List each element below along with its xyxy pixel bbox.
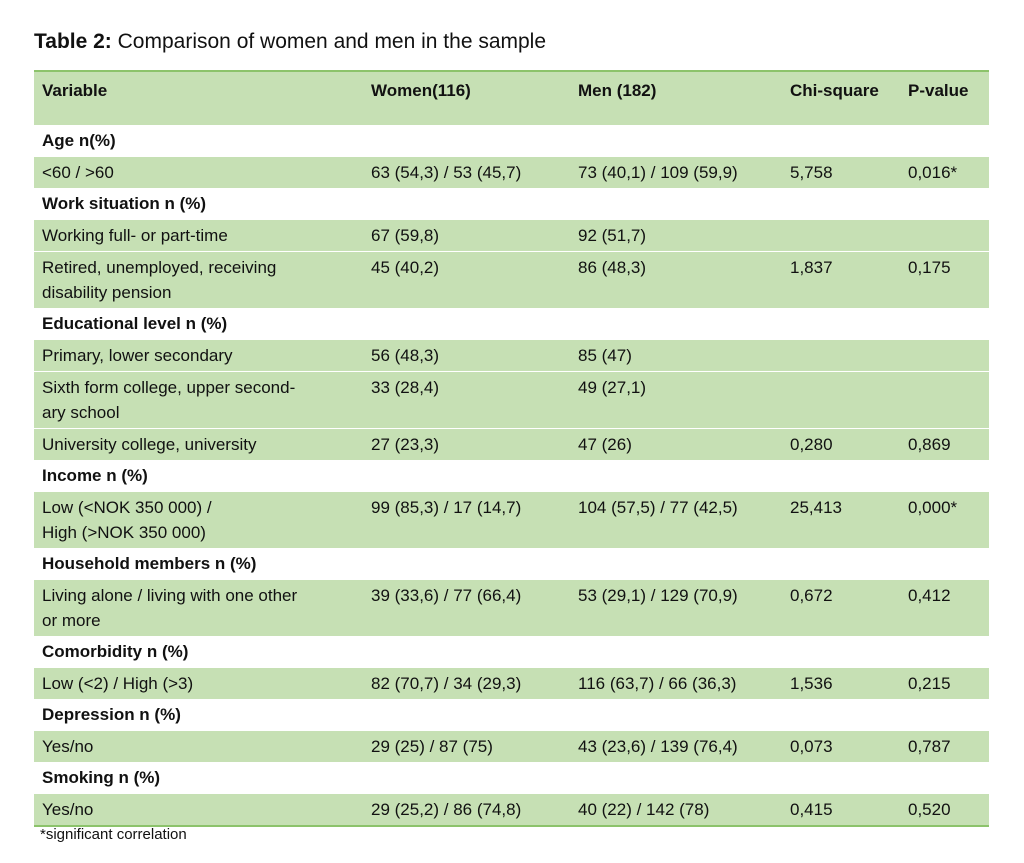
- header-cell: Variable: [34, 71, 363, 125]
- data-row: Sixth form college, upper second- ary sc…: [34, 371, 989, 429]
- cell: 27 (23,3): [363, 428, 570, 460]
- cell: Working full- or part-time: [34, 219, 363, 252]
- data-row: Yes/no 29 (25) / 87 (75) 43 (23,6) / 139 (…: [34, 730, 989, 762]
- cell: 104 (57,5) / 77 (42,5): [570, 491, 782, 548]
- cell: 63 (54,3) / 53 (45,7): [363, 156, 570, 188]
- data-row: Primary, lower secondary 56 (48,3) 85 (47): [34, 339, 989, 372]
- section-row: Educational level n (%): [34, 308, 989, 340]
- section-row: Work situation n (%): [34, 188, 989, 220]
- cell: 45 (40,2): [363, 251, 570, 308]
- section-cell: Income n (%): [34, 460, 989, 492]
- cell: Sixth form college, upper second- ary sc…: [34, 371, 363, 429]
- section-cell: Smoking n (%): [34, 762, 989, 794]
- cell: 92 (51,7): [570, 219, 782, 252]
- section-cell: Household members n (%): [34, 548, 989, 580]
- empty-cell: [782, 219, 900, 252]
- header-row: Variable Women(116) Men (182) Chi-square P-v…: [34, 71, 989, 125]
- footnote: *significant correlation: [40, 826, 187, 843]
- cell: 47 (26): [570, 428, 782, 460]
- data-row: Low (<NOK 350 000) / High (>NOK 350 000)…: [34, 491, 989, 548]
- cell: 0,175: [900, 251, 989, 308]
- data-row: <60 / >60 63 (54,3) / 53 (45,7) 73 (40,1) …: [34, 156, 989, 188]
- cell: 0,520: [900, 793, 989, 826]
- cell: 0,000*: [900, 491, 989, 548]
- cell: 29 (25) / 87 (75): [363, 730, 570, 762]
- cell: 67 (59,8): [363, 219, 570, 252]
- data-row: Retired, unemployed, receiving disabilit…: [34, 251, 989, 308]
- cell: 0,787: [900, 730, 989, 762]
- cell: 5,758: [782, 156, 900, 188]
- section-row: Age n(%): [34, 125, 989, 157]
- cell: 33 (28,4): [363, 371, 570, 429]
- cell: 1,536: [782, 667, 900, 699]
- cell: 116 (63,7) / 66 (36,3): [570, 667, 782, 699]
- cell: 0,073: [782, 730, 900, 762]
- cell: 1,837: [782, 251, 900, 308]
- cell: 86 (48,3): [570, 251, 782, 308]
- header-cell: Chi-square: [782, 71, 900, 125]
- cell: Primary, lower secondary: [34, 339, 363, 372]
- cell: <60 / >60: [34, 156, 363, 188]
- cell: Living alone / living with one other or …: [34, 579, 363, 636]
- title-label: Table 2:: [34, 30, 112, 53]
- cell: 0,016*: [900, 156, 989, 188]
- cell: Retired, unemployed, receiving disabilit…: [34, 251, 363, 308]
- title-text: Comparison of women and men in the sampl…: [117, 30, 547, 53]
- header-cell: Men (182): [570, 71, 782, 125]
- data-row: University college, university 27 (23,3) 4…: [34, 428, 989, 460]
- section-row: Comorbidity n (%): [34, 636, 989, 668]
- cell: 0,869: [900, 428, 989, 460]
- cell: 0,215: [900, 667, 989, 699]
- header-cell: P-value: [900, 71, 989, 125]
- cell: 25,413: [782, 491, 900, 548]
- empty-cell: [900, 371, 989, 429]
- section-cell: Educational level n (%): [34, 308, 989, 340]
- cell: 85 (47): [570, 339, 782, 372]
- section-row: Depression n (%): [34, 699, 989, 731]
- cell: 0,280: [782, 428, 900, 460]
- cell: Low (<2) / High (>3): [34, 667, 363, 699]
- data-row: Yes/no 29 (25,2) / 86 (74,8) 40 (22) / 142…: [34, 793, 989, 826]
- cell: 0,672: [782, 579, 900, 636]
- section-row: Income n (%): [34, 460, 989, 492]
- cell: 56 (48,3): [363, 339, 570, 372]
- cell: 29 (25,2) / 86 (74,8): [363, 793, 570, 826]
- cell: University college, university: [34, 428, 363, 460]
- section-cell: Comorbidity n (%): [34, 636, 989, 668]
- cell: 0,412: [900, 579, 989, 636]
- cell: 73 (40,1) / 109 (59,9): [570, 156, 782, 188]
- cell: 0,415: [782, 793, 900, 826]
- cell: 99 (85,3) / 17 (14,7): [363, 491, 570, 548]
- empty-cell: [782, 371, 900, 429]
- section-cell: Work situation n (%): [34, 188, 989, 220]
- header-cell: Women(116): [363, 71, 570, 125]
- empty-cell: [900, 339, 989, 372]
- section-cell: Depression n (%): [34, 699, 989, 731]
- section-row: Smoking n (%): [34, 762, 989, 794]
- cell: 40 (22) / 142 (78): [570, 793, 782, 826]
- cell: 39 (33,6) / 77 (66,4): [363, 579, 570, 636]
- table-title: Table 2: Comparison of women and men in …: [34, 30, 546, 54]
- cell: 43 (23,6) / 139 (76,4): [570, 730, 782, 762]
- cell: Yes/no: [34, 793, 363, 826]
- section-cell: Age n(%): [34, 125, 989, 157]
- data-row: Working full- or part-time 67 (59,8) 92 (5…: [34, 219, 989, 252]
- data-row: Living alone / living with one other or …: [34, 579, 989, 636]
- section-row: Household members n (%): [34, 548, 989, 580]
- data-row: Low (<2) / High (>3) 82 (70,7) / 34 (29,3…: [34, 667, 989, 699]
- cell: 53 (29,1) / 129 (70,9): [570, 579, 782, 636]
- table: Variable Women(116) Men (182) Chi-square P-v…: [34, 70, 989, 827]
- cell: Low (<NOK 350 000) / High (>NOK 350 000): [34, 491, 363, 548]
- empty-cell: [900, 219, 989, 252]
- empty-cell: [782, 339, 900, 372]
- cell: Yes/no: [34, 730, 363, 762]
- cell: 82 (70,7) / 34 (29,3): [363, 667, 570, 699]
- cell: 49 (27,1): [570, 371, 782, 429]
